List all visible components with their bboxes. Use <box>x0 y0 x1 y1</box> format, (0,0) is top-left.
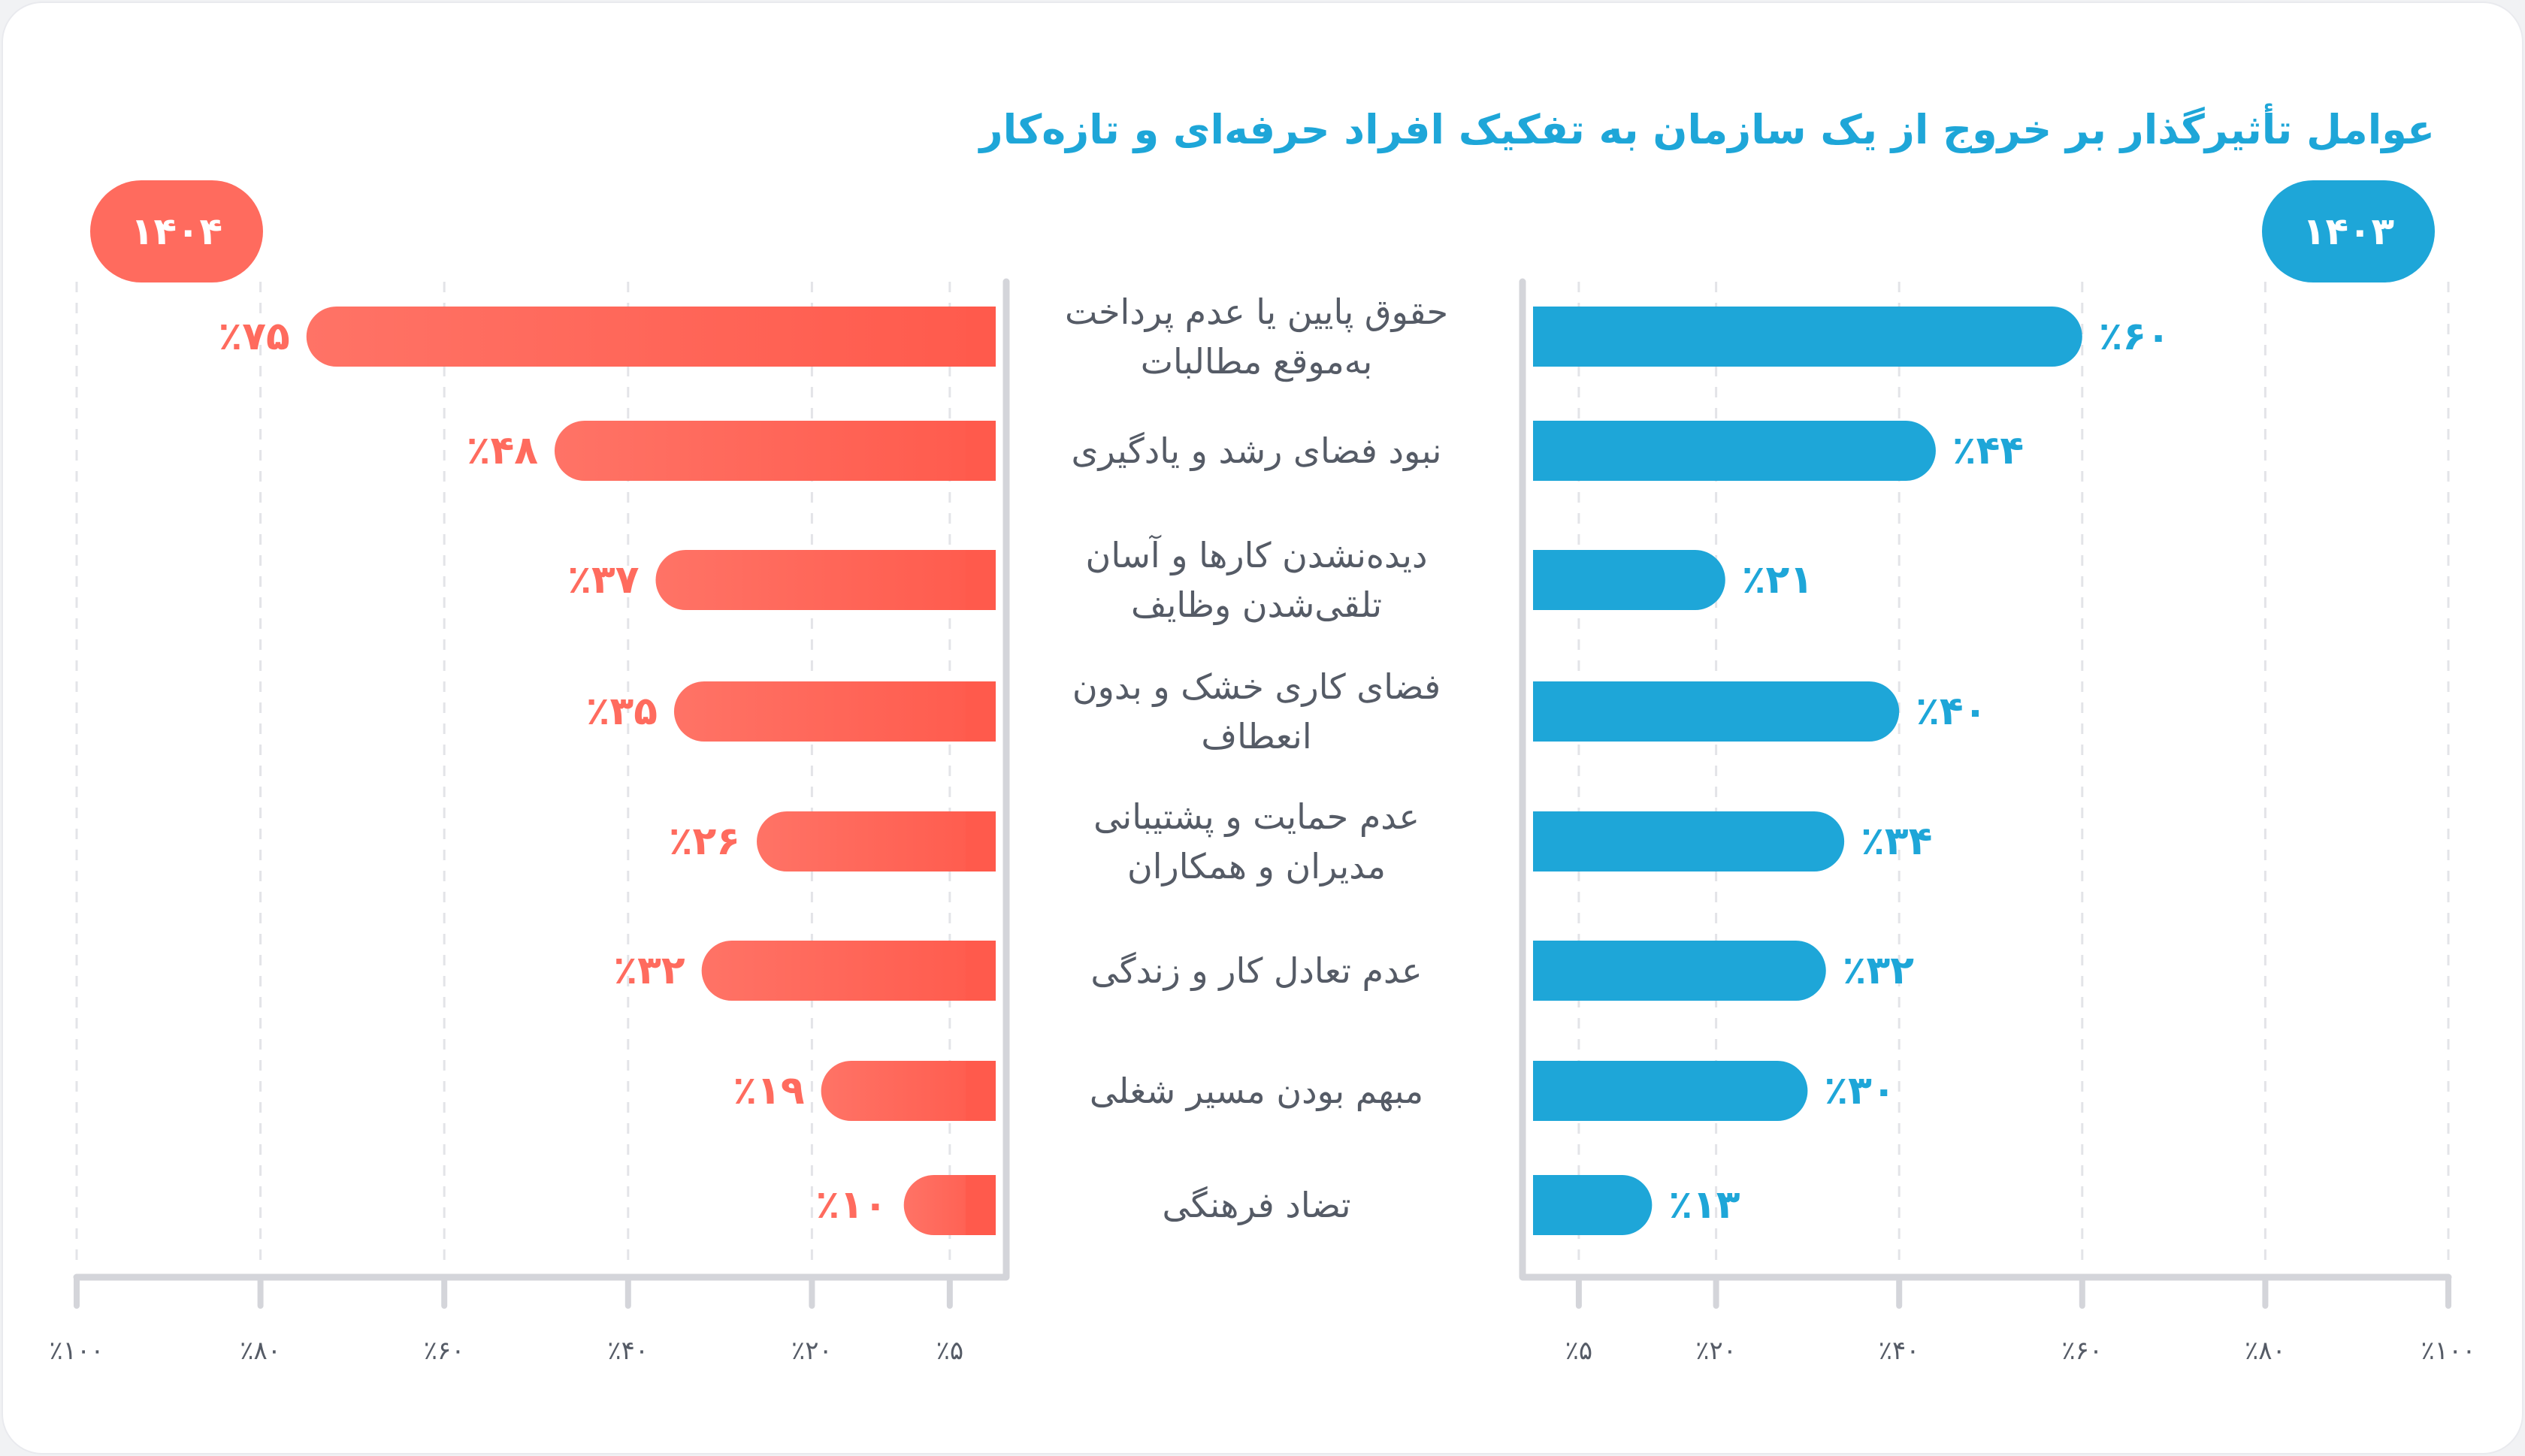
tick-label-left-40: ٪۴۰ <box>607 1336 649 1366</box>
category-label-line: دیده‌نشدن کارها و آسان <box>1085 535 1428 575</box>
tick-label-left-60: ٪۶۰ <box>423 1336 465 1366</box>
category-label-line: نبود فضای رشد و یادگیری <box>1071 430 1442 471</box>
bar-1404-3-base <box>966 550 996 610</box>
category-label-7: مبهم بودن مسیر شغلی <box>1016 1066 1497 1116</box>
tick-label-right-80: ٪۸۰ <box>2244 1336 2286 1366</box>
chart-title: عوامل تأثیرگذار بر خروج از یک سازمان به … <box>979 106 2436 153</box>
bar-1403-1-base <box>1533 307 1563 367</box>
category-label-1: حقوق پایین یا عدم پرداخت به‌موقع مطالبات <box>1016 287 1497 386</box>
bar-1403-4 <box>1533 681 1900 742</box>
left-axis <box>73 278 1010 1281</box>
category-label-4: فضای کاری خشک و بدون انعطاف <box>1016 662 1497 761</box>
legend-pill-1403: ۱۴۰۳ <box>2262 180 2435 282</box>
category-label-8: تضاد فرهنگی <box>1016 1180 1497 1230</box>
bar-1403-2-base <box>1533 421 1563 481</box>
tick-label-left-80: ٪۸۰ <box>240 1336 281 1366</box>
category-label-6: عدم تعادل کار و زندگی <box>1016 946 1497 995</box>
value-label-1404-8: ٪۱۰ <box>815 1183 888 1228</box>
bar-1403-2 <box>1533 421 1936 481</box>
bar-1404-7-base <box>966 1061 996 1121</box>
bar-1403-6-base <box>1533 941 1563 1001</box>
bar-1404-4 <box>673 681 996 742</box>
category-label-line: مدیران و همکاران <box>1126 846 1386 887</box>
category-label-line: تضاد فرهنگی <box>1162 1185 1351 1225</box>
category-label-3: دیده‌نشدن کارها و آسان تلقی‌شدن وظایف <box>1016 530 1497 630</box>
bar-1403-5-base <box>1533 811 1563 871</box>
bar-1404-8-base <box>966 1175 996 1235</box>
value-label-1404-1: ٪۷۵ <box>218 314 290 359</box>
bar-1403-3 <box>1533 550 1725 610</box>
value-label-1404-6: ٪۳۲ <box>613 948 685 993</box>
right-axis <box>1519 278 2452 1281</box>
tick-label-right-100: ٪۱۰۰ <box>2421 1336 2476 1366</box>
value-label-1403-3: ٪۲۱ <box>1741 557 1813 603</box>
tick-label-right-60: ٪۶۰ <box>2061 1336 2103 1366</box>
tick-label-left-20: ٪۲۰ <box>791 1336 833 1366</box>
category-label-line: به‌موقع مطالبات <box>1140 341 1373 382</box>
tick-label-right-20: ٪۲۰ <box>1695 1336 1737 1366</box>
category-label-line: فضای کاری خشک و بدون <box>1072 666 1441 707</box>
category-label-5: عدم حمایت و پشتیبانی مدیران و همکاران <box>1016 792 1497 891</box>
bar-1404-2-base <box>966 421 996 481</box>
value-label-1404-2: ٪۴۸ <box>466 428 538 473</box>
bar-1404-5-base <box>966 811 996 871</box>
bar-1404-1 <box>306 307 996 367</box>
bar-1403-6 <box>1533 941 1826 1001</box>
value-label-1404-4: ٪۳۵ <box>585 689 658 734</box>
value-label-1404-7: ٪۱۹ <box>733 1068 805 1113</box>
value-label-1403-1: ٪۶۰ <box>2098 314 2171 359</box>
value-label-1403-2: ٪۴۴ <box>1952 428 2025 473</box>
bar-1404-4-base <box>966 681 996 742</box>
category-label-line: عدم حمایت و پشتیبانی <box>1093 796 1420 837</box>
tick-label-left-5: ٪۵ <box>936 1336 964 1366</box>
tick-label-left-100: ٪۱۰۰ <box>49 1336 104 1366</box>
category-label-line: تلقی‌شدن وظایف <box>1131 585 1382 625</box>
category-label-2: نبود فضای رشد و یادگیری <box>1016 426 1497 476</box>
category-label-line: حقوق پایین یا عدم پرداخت <box>1064 292 1449 332</box>
bar-1404-6-base <box>966 941 996 1001</box>
category-label-line: عدم تعادل کار و زندگی <box>1090 950 1423 991</box>
tick-label-right-40: ٪۴۰ <box>1878 1336 1920 1366</box>
bar-1403-7 <box>1533 1061 1808 1121</box>
value-label-1403-5: ٪۳۴ <box>1861 819 1933 864</box>
value-label-1403-4: ٪۴۰ <box>1916 689 1988 734</box>
category-label-line: انعطاف <box>1201 716 1312 757</box>
tick-label-right-5: ٪۵ <box>1565 1336 1593 1366</box>
bar-1404-3 <box>655 550 996 610</box>
category-label-line: مبهم بودن مسیر شغلی <box>1089 1071 1424 1111</box>
value-label-1403-6: ٪۳۲ <box>1842 948 1914 993</box>
bar-1403-1 <box>1533 307 2082 367</box>
bar-1404-2 <box>554 421 996 481</box>
bar-1403-5 <box>1533 811 1845 871</box>
value-label-1403-7: ٪۳۰ <box>1824 1068 1896 1113</box>
bar-1403-7-base <box>1533 1061 1563 1121</box>
bar-1403-8-base <box>1533 1175 1563 1235</box>
legend-pill-1404: ۱۴۰۴ <box>90 180 263 282</box>
bar-1404-7 <box>821 1061 996 1121</box>
bar-1404-1-base <box>966 307 996 367</box>
chart-card <box>3 3 2522 1453</box>
value-label-1403-8: ٪۱۳ <box>1668 1183 1740 1228</box>
value-label-1404-3: ٪۳۷ <box>567 557 640 603</box>
bar-1404-6 <box>701 941 996 1001</box>
bar-1403-4-base <box>1533 681 1563 742</box>
bar-1404-5 <box>757 811 996 871</box>
bar-1403-3-base <box>1533 550 1563 610</box>
value-label-1404-5: ٪۲۶ <box>668 819 741 864</box>
